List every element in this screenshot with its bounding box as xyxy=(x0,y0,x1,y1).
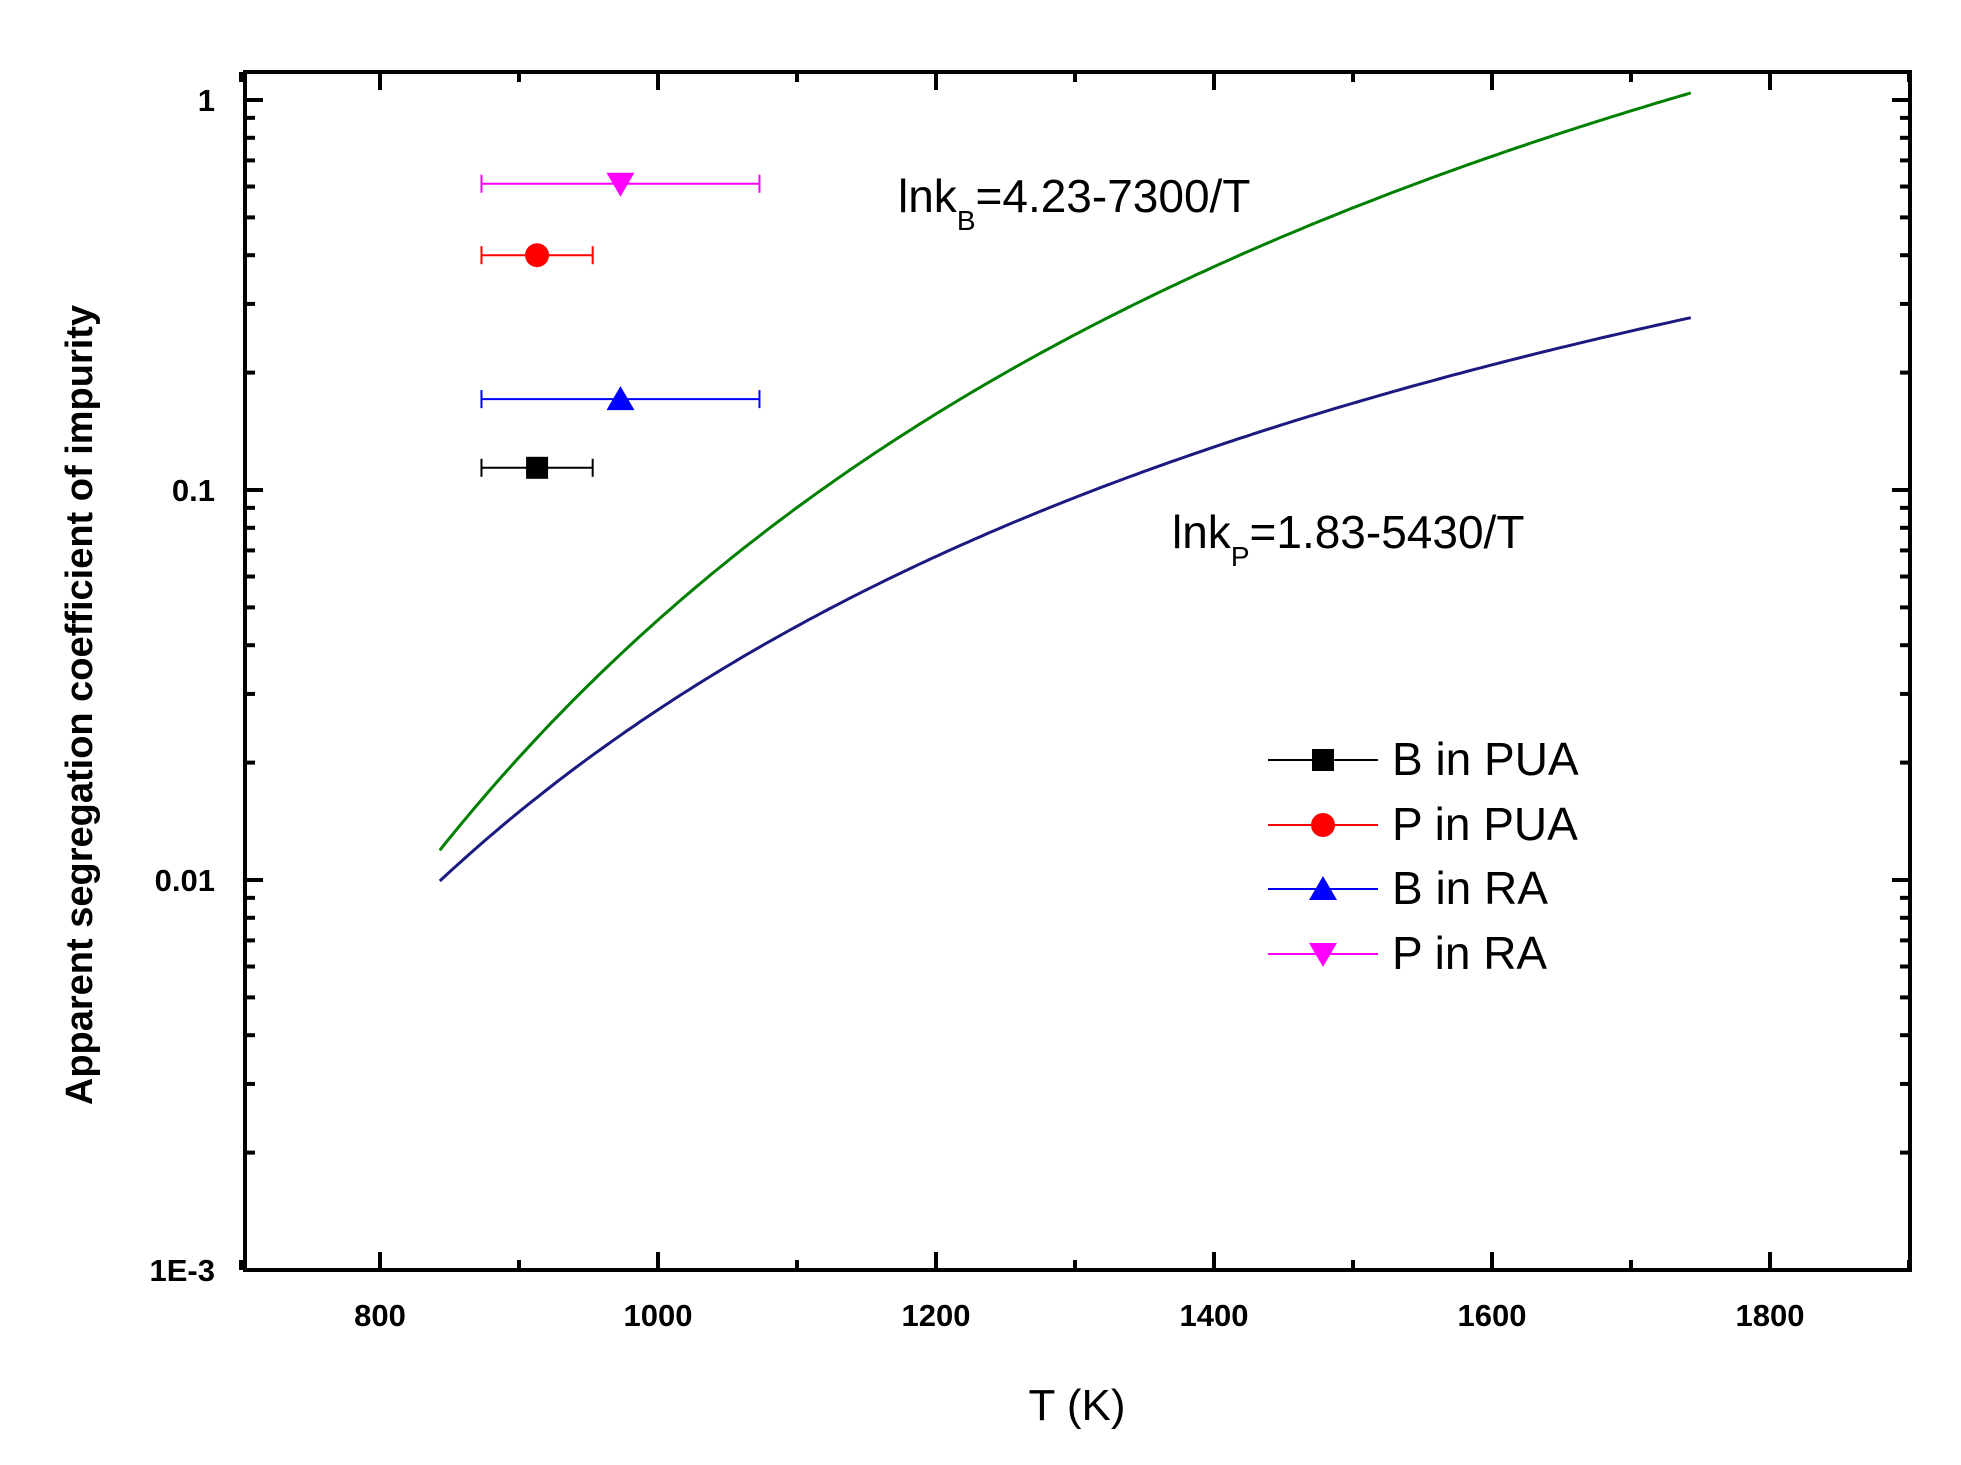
plot-frame xyxy=(243,70,1912,1272)
kp-equation-subscript: P xyxy=(1231,541,1250,572)
kb-equation-rest: =4.23-7300/T xyxy=(976,170,1251,222)
x-axis-title: T (K) xyxy=(1029,1381,1126,1430)
legend-label-p-in-pua: P in PUA xyxy=(1392,798,1578,850)
x-tick-labels: 800 1000 1200 1400 1600 1800 xyxy=(354,1298,1804,1333)
axis-ticks xyxy=(239,72,1911,1272)
y-tick-label: 1 xyxy=(198,83,215,118)
kp-equation-annotation: lnkP=1.83-5430/T xyxy=(1172,506,1524,572)
legend-marker xyxy=(1309,943,1337,967)
fit-curve-line xyxy=(438,316,1692,883)
kb-equation-annotation: lnkB=4.23-7300/T xyxy=(898,170,1250,236)
kp-equation-rest: =1.83-5430/T xyxy=(1250,506,1525,558)
fit-curve-line xyxy=(438,91,1692,852)
x-tick-label: 1000 xyxy=(624,1298,693,1333)
legend-label-p-in-ra: P in RA xyxy=(1392,927,1547,979)
legend-marker xyxy=(1309,876,1337,900)
y-tick-label: 0.01 xyxy=(155,863,215,898)
x-tick-label: 1600 xyxy=(1458,1298,1527,1333)
data-point-marker xyxy=(606,172,635,197)
legend: B in PUA P in PUA B in RA P in RA xyxy=(1268,733,1579,979)
legend-label-b-in-pua: B in PUA xyxy=(1392,733,1579,785)
y-tick-labels: 1E-3 0.01 0.1 1 xyxy=(150,83,215,1288)
x-tick-label: 1200 xyxy=(902,1298,971,1333)
kb-equation-main: lnk xyxy=(898,170,958,222)
data-point-marker xyxy=(525,243,550,268)
legend-marker xyxy=(1312,749,1334,771)
kb-equation-subscript: B xyxy=(957,205,976,236)
y-tick-label: 1E-3 xyxy=(150,1253,215,1288)
y-axis-title: Apparent segregation coefficient of impu… xyxy=(59,305,101,1105)
kp-equation-main: lnk xyxy=(1172,506,1232,558)
x-tick-label: 1800 xyxy=(1736,1298,1805,1333)
fit-curves xyxy=(438,91,1692,883)
data-point-marker xyxy=(526,456,549,479)
legend-marker xyxy=(1311,813,1335,837)
legend-marks xyxy=(1268,749,1378,967)
data-points xyxy=(480,172,761,479)
y-tick-label: 0.1 xyxy=(172,473,215,508)
data-point-marker xyxy=(606,386,635,411)
x-tick-label: 800 xyxy=(354,1298,406,1333)
legend-label-b-in-ra: B in RA xyxy=(1392,862,1548,914)
x-tick-label: 1400 xyxy=(1180,1298,1249,1333)
